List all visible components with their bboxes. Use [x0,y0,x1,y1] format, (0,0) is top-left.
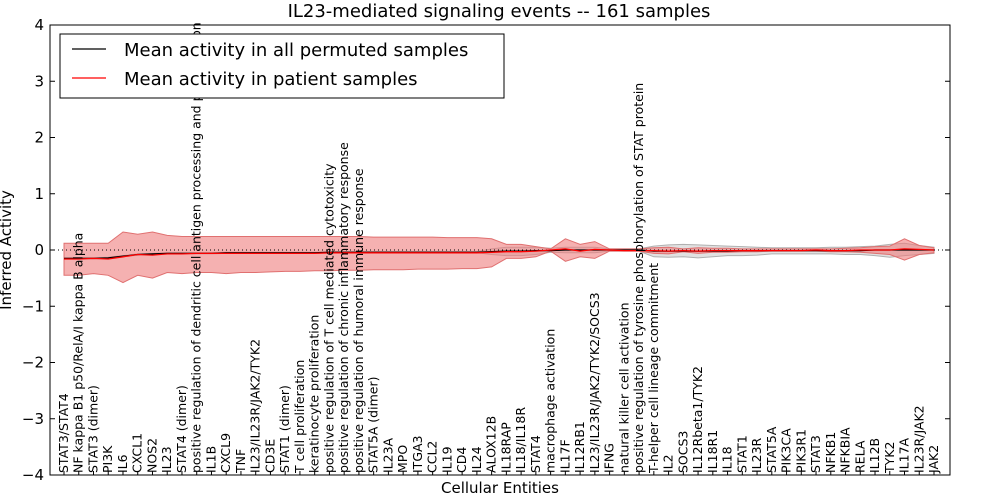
x-tick-label: IL23 [159,446,174,473]
y-tick-label: 3 [34,72,44,90]
x-tick-label: IL19 [439,446,454,473]
y-tick-label: −1 [22,297,44,315]
y-tick-label: 2 [34,129,44,147]
y-tick-label: −2 [22,354,44,372]
legend-box [59,33,505,99]
x-tick-label: T cell proliferation [292,360,307,474]
x-tick-label: STAT3/STAT4 [56,393,71,473]
x-tick-label: IL12B [867,438,882,473]
x-tick-label: CCL2 [425,441,440,473]
x-tick-label: IL12Rbeta1/TYK2 [690,366,705,473]
x-tick-label: STAT5A [764,426,779,473]
x-tick-label: STAT5A (dimer) [366,377,381,473]
patient-band [63,231,935,284]
x-tick-label: natural killer cell activation [616,302,631,473]
y-tick-label: 1 [34,185,44,203]
x-tick-label: positive regulation of tyrosine phosphor… [631,83,646,473]
chart-title: IL23-mediated signaling events -- 161 sa… [288,1,711,22]
x-tick-label: PIK3R1 [793,429,808,473]
x-tick-label: STAT4 (dimer) [174,385,189,473]
x-tick-label: CXCL9 [218,433,233,473]
x-tick-label: CD4 [454,447,469,473]
x-tick-label: CD3E [262,439,277,473]
x-tick-label: macrophage activation [543,329,558,473]
x-tick-label: CXCL1 [130,433,145,473]
x-tick-label: TYK2 [882,442,897,474]
x-tick-label: positive regulation of T cell mediated c… [321,163,336,473]
legend: Mean activity in all permuted samples Me… [59,33,505,99]
x-tick-label: PIK3CA [779,428,794,473]
x-tick-label: PI3K [100,445,115,473]
x-tick-label: IL6 [115,454,130,473]
x-tick-label: STAT4 [528,435,543,473]
x-tick-label: MPO [395,445,410,473]
legend-label-patient: Mean activity in patient samples [124,69,418,90]
x-tick-label: IL23A [380,437,395,473]
x-tick-label: IFNG [602,443,617,473]
y-axis-label: Inferred Activity [0,190,15,310]
x-tick-label: STAT1 (dimer) [277,385,292,473]
x-tick-label: IL18/IL18R [513,407,528,473]
x-tick-label: RELA [852,440,867,473]
x-tick-label: IL23/IL23R/JAK2/TYK2/SOCS3 [587,292,602,473]
x-tick-label: SOCS3 [675,431,690,473]
x-axis-entity-labels: STAT3/STAT4 NF kappa B1 p50/RelA/I kappa … [56,22,941,475]
x-tick-label: IL17F [557,439,572,473]
x-tick-label: positive regulation of humoral immune re… [351,168,366,473]
x-tick-label: IL18 [720,446,735,473]
x-tick-label: NF kappa B1 p50/RelA/I kappa B alpha [71,233,86,473]
x-tick-label: positive regulation of chronic inflammat… [336,142,351,473]
legend-label-permuted: Mean activity in all permuted samples [124,40,468,61]
x-axis-label: Cellular Entities [441,479,559,497]
x-tick-label: keratinocyte proliferation [307,315,322,473]
x-tick-label: NOS2 [145,438,160,473]
y-axis-ticks: 4 3 2 1 0 −1 −2 −3 −4 [22,16,950,484]
x-tick-label: IL23R/JAK2 [911,405,926,473]
y-tick-label: 4 [34,16,44,34]
y-tick-label: −3 [22,410,44,428]
x-tick-label: STAT3 (dimer) [86,385,101,473]
x-tick-label: NFKB1 [823,432,838,473]
x-tick-label: NFKBIA [838,427,853,473]
x-tick-label: IL17A [897,437,912,473]
x-tick-label: IL18R1 [705,430,720,473]
x-tick-label: IL2 [661,454,676,473]
x-tick-label: TNF [233,449,248,474]
x-tick-label: IL12RB1 [572,421,587,473]
plot-area [50,231,950,284]
x-tick-label: ITGA3 [410,435,425,473]
x-tick-label: STAT3 [808,435,823,473]
series-lines [64,248,935,260]
patient-band-layer [63,231,935,284]
x-tick-label: IL23/IL23R/JAK2/TYK2 [248,339,263,473]
patient-mean-line [64,248,935,260]
x-tick-label: IL24 [469,446,484,473]
x-tick-label: IL23R [749,437,764,473]
x-tick-label: IL18RAP [498,422,513,473]
x-tick-label: IL1B [204,446,219,473]
x-tick-label: STAT1 [734,435,749,473]
y-tick-label: 0 [34,241,44,259]
x-tick-label: JAK2 [926,445,941,474]
plot-frame [49,24,951,476]
x-tick-label: T-helper cell lineage commitment [646,263,661,474]
x-tick-label: ALOX12B [484,416,499,473]
x-tick-label: positive regulation of dendritic cell an… [189,22,204,473]
y-tick-label: −4 [22,466,44,484]
